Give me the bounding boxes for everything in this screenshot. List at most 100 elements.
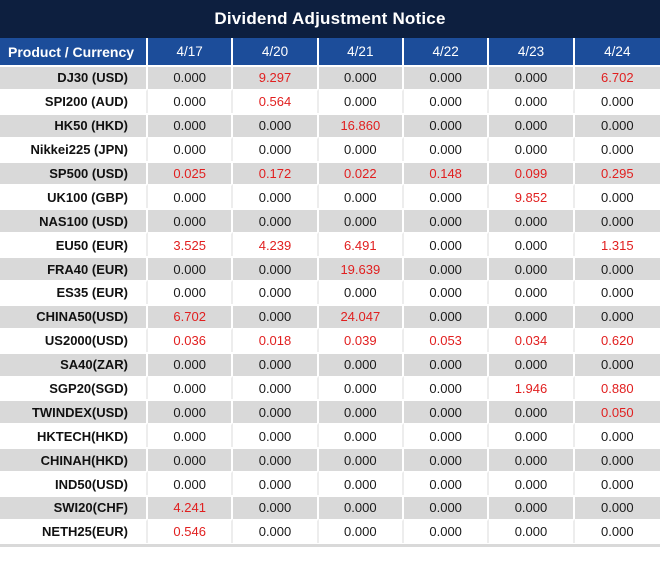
column-header-date-6: 4/24 — [574, 38, 660, 65]
value-cell: 0.000 — [489, 303, 575, 328]
product-cell: SP500 (USD) — [0, 160, 148, 185]
value-cell: 0.000 — [489, 447, 575, 472]
value-cell: 0.000 — [233, 495, 319, 519]
value-cell: 0.000 — [318, 351, 404, 376]
product-cell: DJ30 (USD) — [0, 65, 148, 89]
value-cell: 0.000 — [403, 184, 490, 209]
table-body: DJ30 (USD) 0.000 9.297 0.000 0.000 0.000 6.702… — [0, 65, 660, 543]
value-cell: 0.000 — [403, 471, 490, 496]
table-row: SWI20(CHF) 4.241 0.000 0.000 0.000 0.000 0.000 — [0, 495, 660, 519]
value-cell: 0.000 — [489, 232, 575, 257]
column-header-date-2: 4/20 — [233, 38, 319, 65]
product-cell: SA40(ZAR) — [0, 351, 148, 376]
dividend-table: Product / Currency 4/17 4/20 4/21 4/22 4… — [0, 38, 660, 543]
product-cell: US2000(USD) — [0, 327, 148, 352]
value-cell: 0.000 — [403, 303, 490, 328]
value-cell: 0.000 — [574, 208, 660, 233]
table-row: CHINA50(USD) 6.702 0.000 24.047 0.000 0.000 0.… — [0, 303, 660, 328]
value-cell: 0.000 — [574, 136, 660, 161]
product-cell: Nikkei225 (JPN) — [0, 136, 148, 161]
value-cell: 0.000 — [148, 88, 234, 113]
product-cell: HK50 (HKD) — [0, 112, 148, 137]
value-cell: 0.000 — [574, 184, 660, 209]
value-cell: 0.000 — [574, 447, 660, 472]
value-cell: 0.000 — [318, 88, 404, 113]
value-cell: 0.036 — [148, 327, 234, 352]
product-cell: UK100 (GBP) — [0, 184, 148, 209]
product-cell: ES35 (EUR) — [0, 280, 148, 304]
value-cell: 0.295 — [574, 160, 660, 185]
table-row: HK50 (HKD) 0.000 0.000 16.860 0.000 0.000 0.00… — [0, 112, 660, 137]
table-row: SGP20(SGD) 0.000 0.000 0.000 0.000 1.946 0.880 — [0, 375, 660, 400]
value-cell: 0.000 — [489, 256, 575, 281]
value-cell: 0.000 — [403, 112, 490, 137]
value-cell: 0.000 — [403, 256, 490, 281]
value-cell: 6.702 — [148, 303, 234, 328]
value-cell: 0.000 — [318, 447, 404, 472]
value-cell: 0.000 — [489, 471, 575, 496]
product-cell: NAS100 (USD) — [0, 208, 148, 233]
value-cell: 0.000 — [489, 88, 575, 113]
table-row: UK100 (GBP) 0.000 0.000 0.000 0.000 9.852 0.00… — [0, 184, 660, 209]
table-header-row: Product / Currency 4/17 4/20 4/21 4/22 4… — [0, 38, 660, 65]
value-cell: 0.000 — [233, 399, 319, 424]
value-cell: 0.000 — [233, 280, 319, 304]
value-cell: 0.000 — [318, 208, 404, 233]
value-cell: 0.000 — [148, 280, 234, 304]
value-cell: 0.000 — [489, 112, 575, 137]
value-cell: 0.000 — [403, 423, 490, 448]
value-cell: 9.297 — [233, 65, 319, 89]
value-cell: 0.172 — [233, 160, 319, 185]
value-cell: 0.000 — [318, 65, 404, 89]
column-header-date-3: 4/21 — [318, 38, 404, 65]
product-cell: CHINAH(HKD) — [0, 447, 148, 472]
value-cell: 0.000 — [489, 399, 575, 424]
table-row: TWINDEX(USD) 0.000 0.000 0.000 0.000 0.000 0.0… — [0, 399, 660, 424]
product-cell: IND50(USD) — [0, 471, 148, 496]
value-cell: 0.039 — [318, 327, 404, 352]
product-cell: SWI20(CHF) — [0, 495, 148, 519]
value-cell: 0.050 — [574, 399, 660, 424]
value-cell: 0.000 — [403, 375, 490, 400]
value-cell: 0.000 — [233, 256, 319, 281]
value-cell: 1.946 — [489, 375, 575, 400]
value-cell: 0.025 — [148, 160, 234, 185]
table-row: US2000(USD) 0.036 0.018 0.039 0.053 0.034 0.62… — [0, 327, 660, 352]
product-cell: EU50 (EUR) — [0, 232, 148, 257]
value-cell: 0.000 — [233, 518, 319, 543]
value-cell: 0.546 — [148, 518, 234, 543]
value-cell: 19.639 — [318, 256, 404, 281]
value-cell: 0.000 — [574, 280, 660, 304]
column-header-product: Product / Currency — [0, 38, 148, 65]
value-cell: 0.000 — [489, 495, 575, 519]
product-cell: CHINA50(USD) — [0, 303, 148, 328]
value-cell: 0.000 — [233, 184, 319, 209]
value-cell: 0.000 — [489, 351, 575, 376]
title-bar: Dividend Adjustment Notice — [0, 0, 660, 38]
value-cell: 3.525 — [148, 232, 234, 257]
value-cell: 0.000 — [574, 518, 660, 543]
value-cell: 0.000 — [233, 423, 319, 448]
value-cell: 0.000 — [318, 280, 404, 304]
value-cell: 0.000 — [403, 518, 490, 543]
page-title: Dividend Adjustment Notice — [214, 9, 446, 28]
value-cell: 0.000 — [403, 399, 490, 424]
product-cell: SGP20(SGD) — [0, 375, 148, 400]
value-cell: 0.000 — [489, 518, 575, 543]
table-row: HKTECH(HKD) 0.000 0.000 0.000 0.000 0.000 0.00… — [0, 423, 660, 448]
value-cell: 0.000 — [233, 208, 319, 233]
value-cell: 24.047 — [318, 303, 404, 328]
table-row: NETH25(EUR) 0.546 0.000 0.000 0.000 0.000 0.00… — [0, 518, 660, 543]
value-cell: 0.000 — [148, 351, 234, 376]
value-cell: 0.000 — [403, 280, 490, 304]
value-cell: 0.000 — [574, 88, 660, 113]
value-cell: 0.000 — [233, 303, 319, 328]
value-cell: 0.000 — [318, 375, 404, 400]
table-row: SPI200 (AUD) 0.000 0.564 0.000 0.000 0.000 0.0… — [0, 88, 660, 113]
column-header-date-4: 4/22 — [403, 38, 490, 65]
table-row: IND50(USD) 0.000 0.000 0.000 0.000 0.000 0.000 — [0, 471, 660, 496]
value-cell: 0.000 — [403, 351, 490, 376]
value-cell: 0.148 — [403, 160, 490, 185]
value-cell: 0.000 — [233, 136, 319, 161]
value-cell: 0.000 — [403, 136, 490, 161]
